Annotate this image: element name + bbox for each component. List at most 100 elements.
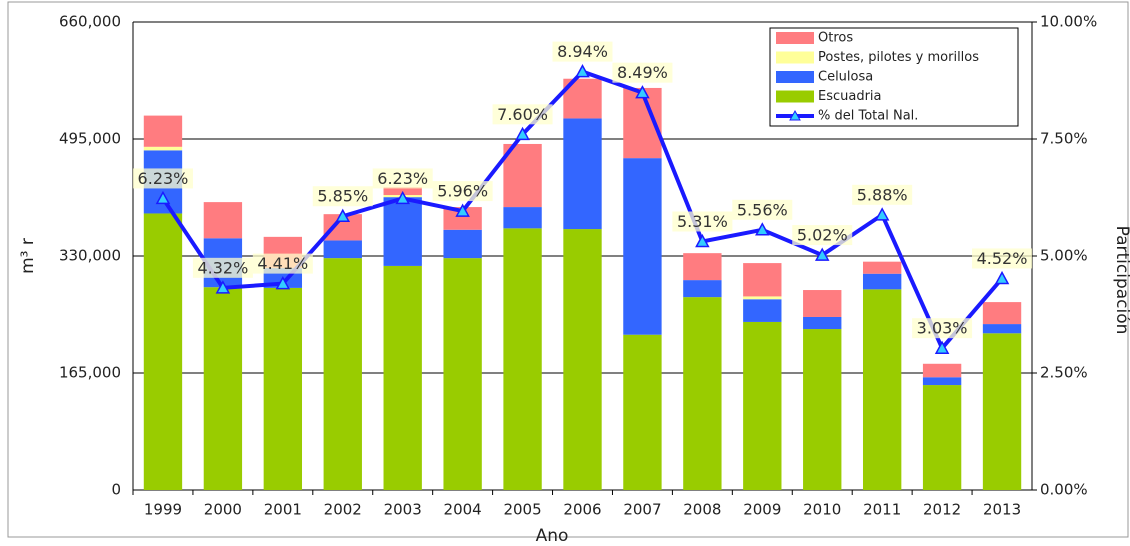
x-tick-label: 2009 <box>743 501 781 519</box>
bar-segment <box>263 287 303 490</box>
marker <box>575 64 590 78</box>
legend-swatch <box>776 90 814 103</box>
y-tick-label: 165,000 <box>59 364 121 382</box>
marker <box>635 85 650 99</box>
marker <box>335 208 351 222</box>
data-label: 5.88% <box>857 185 908 204</box>
bar-segment <box>443 207 482 230</box>
label-bg <box>192 257 253 278</box>
marker <box>515 126 530 141</box>
bar-segment <box>683 280 722 298</box>
marker <box>155 190 171 205</box>
marker <box>814 247 830 261</box>
data-label: 3.03% <box>917 319 968 338</box>
x-tick-label: 1999 <box>144 501 182 519</box>
bar-segment <box>683 253 722 281</box>
bar-segment <box>803 316 842 330</box>
marker <box>695 233 710 248</box>
marker <box>395 190 410 205</box>
x-tick-label: 2008 <box>683 501 721 519</box>
x-tick-label: 2003 <box>384 501 422 519</box>
legend: Otros Postes, pilotes y morillos Celulosa E… <box>769 27 1019 127</box>
marker <box>874 207 890 221</box>
bar-segment <box>743 299 782 322</box>
data-label: 6.23% <box>377 169 428 188</box>
label-bg <box>312 186 373 207</box>
data-label: 4.52% <box>977 249 1028 268</box>
marker <box>275 276 291 290</box>
label-bg <box>972 248 1033 269</box>
bar-segment <box>623 334 662 490</box>
x-tick-label: 2001 <box>264 501 302 519</box>
bar-segment <box>203 202 243 239</box>
label-bg <box>912 318 973 339</box>
y2-tick-label: 5.00% <box>1040 247 1088 265</box>
y-tick-label: 330,000 <box>59 247 121 265</box>
y2-tick-label: 0.00% <box>1040 481 1088 499</box>
y2-tick-label: 2.50% <box>1040 364 1088 382</box>
bar-segment <box>862 273 902 290</box>
bar-segment <box>922 385 962 490</box>
bar-segment <box>623 158 662 335</box>
y2-axis-label: Participación <box>1112 226 1130 335</box>
y2-tick-label: 7.50% <box>1040 130 1088 148</box>
x-tick-label: 2007 <box>623 501 661 519</box>
bar-segment <box>143 115 183 147</box>
marker <box>455 203 470 217</box>
legend-swatch <box>776 51 814 64</box>
legend-label: Celulosa <box>818 70 873 85</box>
bar-segment <box>143 213 183 491</box>
data-label: 8.94% <box>557 42 608 61</box>
bar-segment <box>383 197 422 266</box>
label-bg <box>732 199 793 220</box>
legend-swatch <box>776 71 814 83</box>
label-bg <box>252 253 313 274</box>
bar-segment <box>203 287 243 490</box>
bar-segment <box>683 297 722 490</box>
bar-segment <box>803 290 842 317</box>
bar-segment <box>503 228 542 490</box>
bar-segment <box>982 333 1022 490</box>
bar-segment <box>503 207 542 229</box>
data-label: 4.41% <box>257 254 308 273</box>
marker <box>994 270 1010 285</box>
data-label: 5.85% <box>317 187 368 206</box>
label-bg <box>612 62 673 83</box>
label-bg <box>552 41 613 62</box>
marker <box>934 340 950 354</box>
data-label: 4.32% <box>197 258 248 277</box>
x-tick-label: 2004 <box>444 501 482 519</box>
bar-segment <box>443 229 482 259</box>
data-label: 5.56% <box>737 200 788 219</box>
label-bg <box>432 181 493 202</box>
data-label: 5.96% <box>437 182 488 201</box>
x-tick-label: 2013 <box>983 501 1021 519</box>
bar-segment <box>922 377 962 386</box>
legend-swatch <box>776 32 814 44</box>
bar-segment <box>982 324 1022 334</box>
bar-segment <box>323 258 362 490</box>
data-label: 6.23% <box>138 169 189 188</box>
bar-segment <box>743 296 782 300</box>
data-label: 8.49% <box>617 63 668 82</box>
label-bg <box>372 168 433 189</box>
bar-segment <box>743 263 782 297</box>
legend-label: % del Total Nal. <box>818 109 918 124</box>
bar-segment <box>743 321 782 490</box>
legend-label: Escuadria <box>818 89 882 104</box>
x-tick-label: 2010 <box>803 501 841 519</box>
marker <box>215 280 231 294</box>
bar-segment <box>383 265 422 490</box>
bar-segment <box>803 329 842 490</box>
x-axis-label: Ano <box>536 526 569 546</box>
x-tick-label: 2011 <box>863 501 901 519</box>
marker <box>755 222 770 236</box>
bar-segment <box>323 240 362 259</box>
legend-marker <box>789 109 801 121</box>
legend-label: Postes, pilotes y morillos <box>818 50 979 65</box>
bar-segment <box>563 118 602 230</box>
bar-segment <box>443 258 482 490</box>
y-tick-label: 495,000 <box>59 130 121 148</box>
y-tick-label: 0 <box>111 481 121 499</box>
